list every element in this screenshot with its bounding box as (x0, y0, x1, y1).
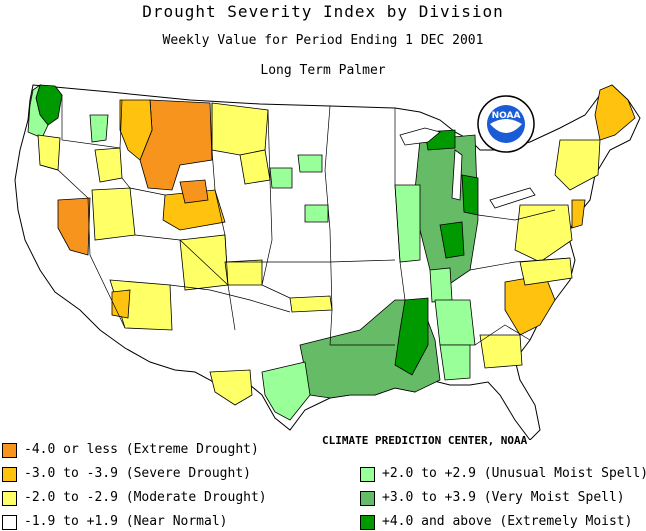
map-subtitle: Weekly Value for Period Ending 1 DEC 200… (162, 33, 484, 48)
legend-swatch (2, 467, 17, 482)
region-dakotas-moderate (239, 149, 271, 185)
region-sd-unusual-moist (269, 167, 293, 189)
region-midwest-extremely-moist (439, 221, 465, 259)
lake-michigan (451, 149, 463, 201)
region-ne-unusual-moist (304, 204, 329, 223)
credit-text: CLIMATE PREDICTION CENTER, NOAA (322, 434, 528, 447)
region-alabama-unusual-moist (439, 344, 471, 381)
region-ga-moderate (479, 334, 523, 369)
region-wyoming-extreme (179, 179, 209, 204)
region-texas-unusual-moist (261, 361, 311, 421)
region-michigan-lp-extremely-moist (461, 174, 479, 216)
region-nd-unusual-moist (297, 154, 323, 173)
region-arizona-severe (111, 289, 131, 319)
legend-swatch (360, 491, 375, 506)
legend-swatch (360, 515, 375, 530)
legend-swatch (2, 443, 17, 458)
region-utah-moderate (91, 187, 136, 241)
region-wa-unusual-moist (89, 114, 109, 143)
region-kansas-moderate (224, 259, 263, 286)
region-illinois-unusual-moist (429, 267, 453, 303)
noaa-logo-icon: NOAA (477, 95, 535, 153)
legend-label: +2.0 to +2.9 (Unusual Moist Spell) (382, 466, 646, 481)
legend-swatch (360, 467, 375, 482)
region-montana-moderate (211, 102, 269, 156)
region-oregon-moderate (37, 134, 61, 171)
region-pacnw-unusual-moist (27, 83, 49, 139)
region-montana-severe (119, 99, 153, 161)
lake-superior (399, 127, 441, 146)
us-climate-division-map (14, 83, 641, 440)
map-title: Drought Severity Index by Division (142, 2, 504, 21)
region-texas-moderate (209, 369, 253, 406)
lake-erie (489, 187, 536, 209)
region-delta-extremely-moist (394, 297, 429, 376)
legend-label: +3.0 to +3.9 (Very Moist Spell) (382, 490, 625, 505)
legend-swatch (2, 515, 17, 530)
region-midatlantic-moderate (514, 204, 573, 263)
region-nevada-extreme (57, 197, 91, 256)
region-ohio-valley-unusual-moist (434, 299, 476, 346)
legend-label: -2.0 to -2.9 (Moderate Drought) (24, 490, 267, 505)
noaa-logo-text: NOAA (492, 111, 521, 121)
region-oklahoma-moderate (289, 295, 333, 313)
legend-label: +4.0 and above (Extremely Moist) (382, 514, 633, 529)
legend-label: -4.0 or less (Extreme Drought) (24, 442, 259, 457)
region-ny-moderate (554, 139, 601, 191)
region-idaho-moderate (94, 147, 123, 183)
legend-label: -1.9 to +1.9 (Near Normal) (24, 514, 228, 529)
index-name: Long Term Palmer (260, 63, 386, 78)
legend-label: -3.0 to -3.9 (Severe Drought) (24, 466, 251, 481)
region-ne-severe (594, 84, 636, 141)
state-boundaries (39, 95, 571, 346)
legend-swatch (2, 491, 17, 506)
region-nj-severe (571, 199, 586, 229)
